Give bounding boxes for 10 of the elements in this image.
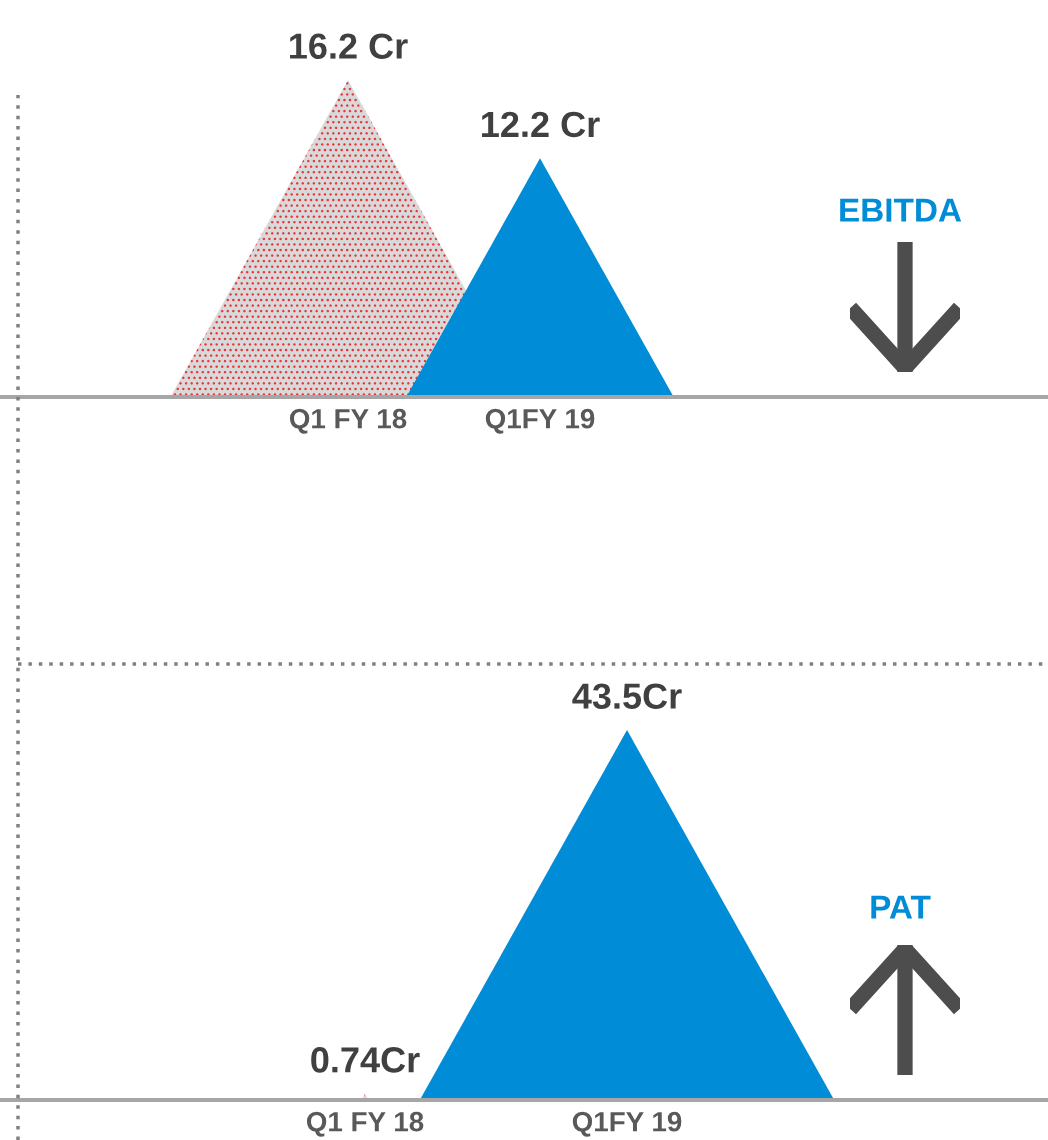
data-label: 12.2 Cr (482, 111, 600, 138)
category-label: Q1FY 19 (485, 408, 595, 434)
text: EBITDA (840, 198, 962, 222)
text: PAT (871, 895, 931, 919)
category-label: Q1 FY 18 (289, 408, 407, 434)
data-label: 0.74Cr (311, 1047, 420, 1073)
category-label: Q1 FY 18 (306, 1111, 424, 1137)
data-label: 16.2 Cr (290, 33, 408, 59)
category-label: Q1FY 19 (572, 1111, 682, 1137)
data-label: 43.5Cr (572, 683, 682, 710)
